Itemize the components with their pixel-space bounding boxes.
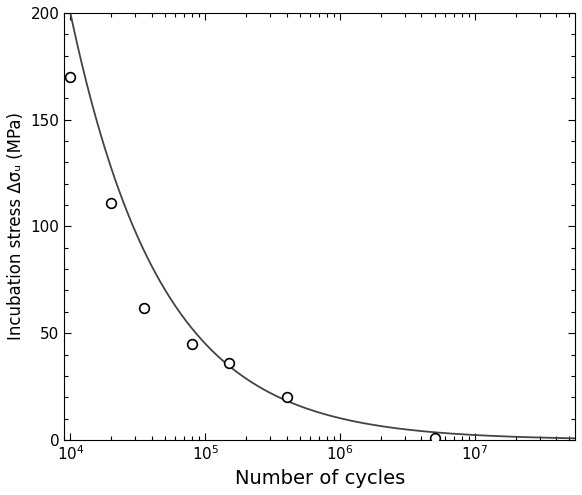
Y-axis label: Incubation stress Δσᵤ (MPa): Incubation stress Δσᵤ (MPa): [7, 112, 25, 341]
Point: [139, 303, 148, 311]
Point: [225, 359, 234, 367]
Point: [187, 340, 197, 348]
Point: [282, 394, 291, 401]
Point: [107, 199, 116, 207]
Point: [430, 434, 439, 442]
X-axis label: Number of cycles: Number of cycles: [235, 469, 404, 488]
Point: [66, 73, 75, 81]
